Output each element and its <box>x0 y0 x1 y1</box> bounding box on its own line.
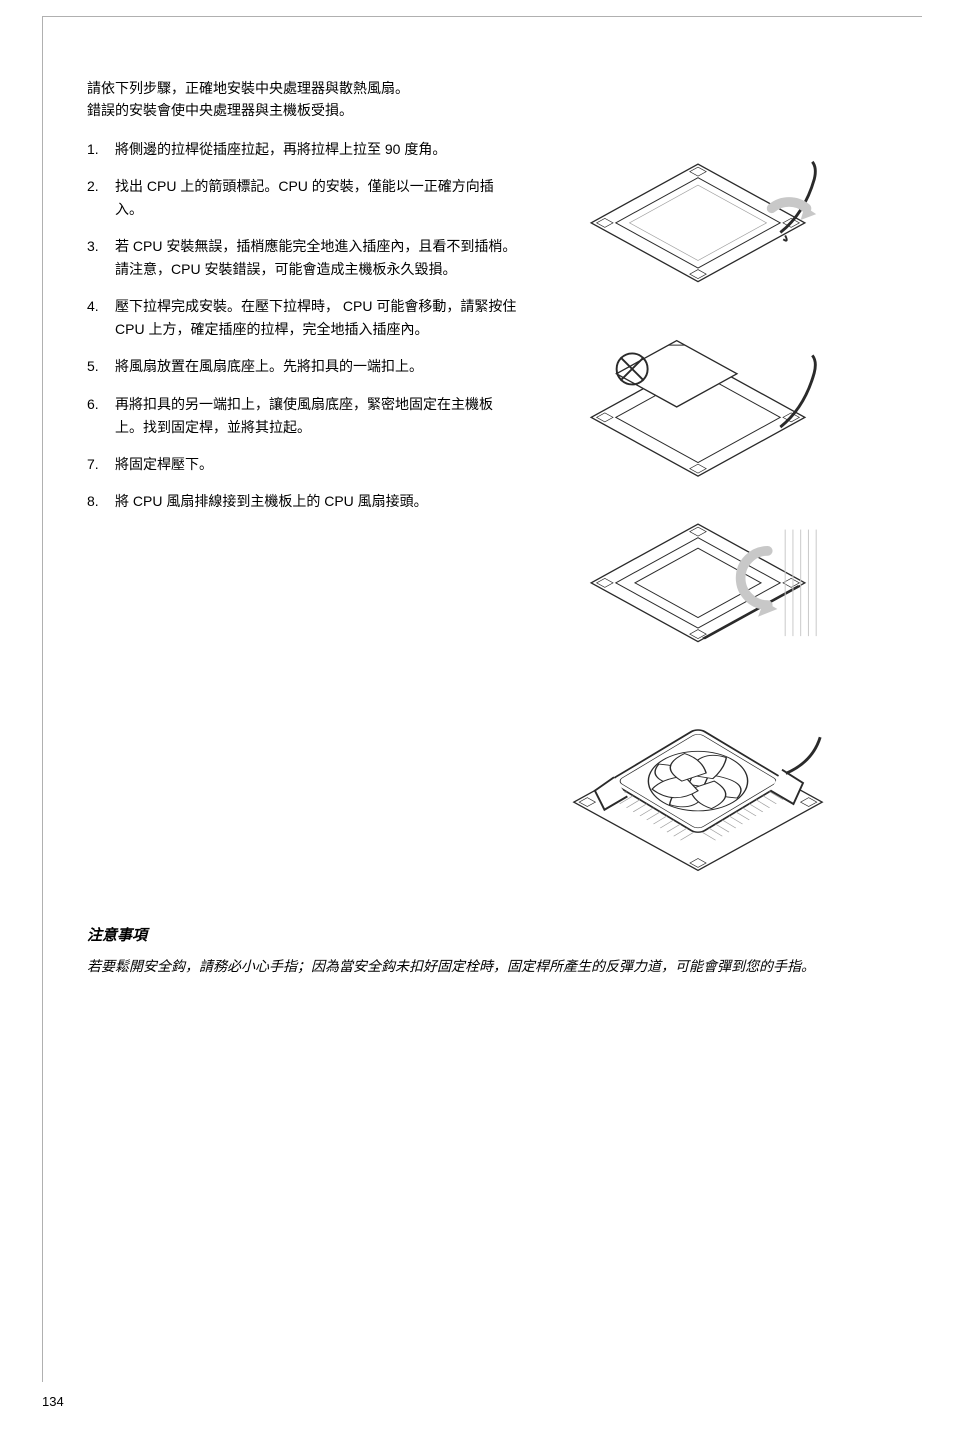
step-item: 1.將側邊的拉桿從插座拉起，再將拉桿上拉至 90 度角。 <box>87 138 517 161</box>
diagram-socket-closed <box>543 498 853 658</box>
page-number: 134 <box>42 1394 64 1409</box>
step-number: 3. <box>87 235 115 281</box>
step-number: 8. <box>87 490 115 513</box>
step-text: 將 CPU 風扇排線接到主機板上的 CPU 風扇接頭。 <box>115 490 517 513</box>
document-page: 請依下列步驟，正確地安裝中央處理器與散熱風扇。 錯誤的安裝會使中央處理器與主機板… <box>42 16 922 1382</box>
step-number: 5. <box>87 355 115 378</box>
step-item: 3.若 CPU 安裝無誤，插梢應能完全地進入插座內，且看不到插梢。請注意，CPU… <box>87 235 517 281</box>
step-number: 7. <box>87 453 115 476</box>
step-item: 5.將風扇放置在風扇底座上。先將扣具的一端扣上。 <box>87 355 517 378</box>
step-number: 6. <box>87 393 115 439</box>
diagram-cpu-insert <box>543 318 853 478</box>
step-item: 2.找出 CPU 上的箭頭標記。CPU 的安裝，僅能以一正確方向插入。 <box>87 175 517 221</box>
intro-line-2: 錯誤的安裝會使中央處理器與主機板受損。 <box>87 102 353 118</box>
step-text: 將側邊的拉桿從插座拉起，再將拉桿上拉至 90 度角。 <box>115 138 517 161</box>
step-text: 將風扇放置在風扇底座上。先將扣具的一端扣上。 <box>115 355 517 378</box>
intro-text: 請依下列步驟，正確地安裝中央處理器與散熱風扇。 錯誤的安裝會使中央處理器與主機板… <box>87 77 517 122</box>
step-text: 找出 CPU 上的箭頭標記。CPU 的安裝，僅能以一正確方向插入。 <box>115 175 517 221</box>
content-row: 1.將側邊的拉桿從插座拉起，再將拉桿上拉至 90 度角。 2.找出 CPU 上的… <box>87 138 878 888</box>
step-item: 4.壓下拉桿完成安裝。在壓下拉桿時， CPU 可能會移動，請緊按住 CPU 上方… <box>87 295 517 341</box>
step-text: 將固定桿壓下。 <box>115 453 517 476</box>
text-column: 1.將側邊的拉桿從插座拉起，再將拉桿上拉至 90 度角。 2.找出 CPU 上的… <box>87 138 517 888</box>
step-text: 壓下拉桿完成安裝。在壓下拉桿時， CPU 可能會移動，請緊按住 CPU 上方，確… <box>115 295 517 341</box>
step-text: 再將扣具的另一端扣上，讓使風扇底座，緊密地固定在主機板上。找到固定桿，並將其拉起… <box>115 393 517 439</box>
diagram-socket-lever-up <box>543 138 853 298</box>
diagram-column <box>517 138 878 888</box>
diagram-fan-mount <box>543 678 853 888</box>
notice-title: 注意事項 <box>87 924 878 945</box>
step-item: 7.將固定桿壓下。 <box>87 453 517 476</box>
step-number: 2. <box>87 175 115 221</box>
step-number: 4. <box>87 295 115 341</box>
notice-body: 若要鬆開安全鈎，請務必小心手指；因為當安全鈎未扣好固定栓時，固定桿所產生的反彈力… <box>87 955 847 978</box>
step-item: 8.將 CPU 風扇排線接到主機板上的 CPU 風扇接頭。 <box>87 490 517 513</box>
step-text: 若 CPU 安裝無誤，插梢應能完全地進入插座內，且看不到插梢。請注意，CPU 安… <box>115 235 517 281</box>
steps-list: 1.將側邊的拉桿從插座拉起，再將拉桿上拉至 90 度角。 2.找出 CPU 上的… <box>87 138 517 513</box>
step-number: 1. <box>87 138 115 161</box>
intro-line-1: 請依下列步驟，正確地安裝中央處理器與散熱風扇。 <box>87 80 409 96</box>
step-item: 6.再將扣具的另一端扣上，讓使風扇底座，緊密地固定在主機板上。找到固定桿，並將其… <box>87 393 517 439</box>
